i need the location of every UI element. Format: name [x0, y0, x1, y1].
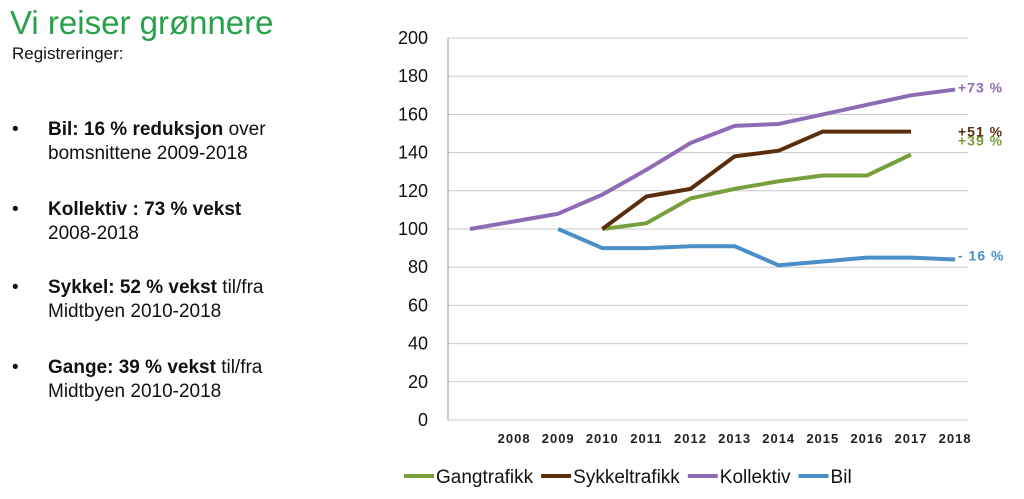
- bullet-bold: Sykkel: 52 % vekst: [48, 277, 218, 298]
- bullet-body: Kollektiv : 73 % vekst 2008-2018: [48, 198, 362, 246]
- y-tick-label: 40: [408, 334, 428, 354]
- bullet-bold: Bil: 16 % reduksjon: [48, 119, 224, 140]
- x-tick-label: 2008: [498, 431, 531, 446]
- y-tick-label: 160: [398, 104, 428, 124]
- x-tick-label: 2015: [806, 431, 839, 446]
- x-tick-label: 2018: [939, 431, 972, 446]
- bullet-bold: Gange: 39 % vekst: [48, 357, 216, 378]
- y-tick-label: 140: [398, 143, 428, 163]
- bullet-dot: •: [12, 357, 19, 378]
- series-annotation: +73 %: [958, 80, 1003, 96]
- y-tick-label: 60: [408, 295, 428, 315]
- bullet-line: Bil: 16 % reduksjon over: [48, 118, 362, 142]
- bullet: • Bil: 16 % reduksjon over bomsnittene 200…: [12, 118, 362, 166]
- bullet-bold: Kollektiv : 73 % vekst: [48, 199, 242, 220]
- series-annotation: +51 %: [958, 124, 1003, 140]
- series-line: [601, 129, 911, 231]
- legend-label: Gangtrafikk: [436, 467, 534, 488]
- bullet-dot: •: [12, 199, 19, 220]
- bullet-line2: Midtbyen 2010-2018: [48, 381, 222, 402]
- bullet: • Sykkel: 52 % vekst til/fra Midtbyen 2010…: [12, 276, 362, 324]
- x-tick-label: 2013: [718, 431, 751, 446]
- x-tick-label: 2016: [850, 431, 883, 446]
- y-tick-label: 20: [408, 372, 428, 392]
- x-tick-label: 2010: [586, 431, 619, 446]
- bullet-line: Gange: 39 % vekst til/fra: [48, 356, 362, 380]
- bullet-line: Kollektiv : 73 % vekst: [48, 198, 362, 222]
- bullet-dot: •: [12, 119, 19, 140]
- legend-item: Bil: [798, 467, 852, 488]
- bullet-line2: bomsnittene 2009-2018: [48, 143, 248, 164]
- x-tick-label: 2009: [542, 431, 575, 446]
- bullet: • Kollektiv : 73 % vekst 2008-2018: [12, 198, 362, 246]
- bullet-line2: 2008-2018: [48, 223, 139, 244]
- y-tick-label: 180: [398, 66, 428, 86]
- bullet-body: Gange: 39 % vekst til/fra Midtbyen 2010-2…: [48, 356, 362, 404]
- y-tick-label: 200: [398, 28, 428, 48]
- series-annotation: - 16 %: [958, 248, 1004, 264]
- bullet: • Gange: 39 % vekst til/fra Midtbyen 2010-…: [12, 356, 362, 404]
- bullet-text: til/fra: [222, 277, 264, 298]
- legend-label: Bil: [831, 467, 852, 488]
- bullet-body: Sykkel: 52 % vekst til/fra Midtbyen 2010-…: [48, 276, 362, 324]
- y-tick-label: 100: [398, 219, 428, 239]
- x-tick-label: 2014: [762, 431, 795, 446]
- bullet-text: til/fra: [221, 357, 263, 378]
- title: Vi reiser grønnere: [10, 4, 274, 41]
- legend-label: Kollektiv: [720, 467, 791, 488]
- x-tick-label: 2017: [895, 431, 928, 446]
- series-line: [602, 152, 912, 231]
- legend-item: Sykkeltrafikk: [541, 467, 680, 488]
- bullet-line: Sykkel: 52 % vekst til/fra: [48, 276, 362, 300]
- subtitle: Registreringer:: [12, 44, 124, 63]
- series-line: [557, 227, 956, 268]
- bullet-text: over: [228, 119, 266, 140]
- bullet-line2: Midtbyen 2010-2018: [48, 301, 222, 322]
- bullet-body: Bil: 16 % reduksjon over bomsnittene 2009…: [48, 118, 362, 166]
- x-tick-label: 2011: [630, 431, 662, 446]
- y-tick-label: 80: [408, 257, 428, 277]
- bullet-dot: •: [12, 277, 19, 298]
- series-line: [469, 87, 956, 231]
- x-tick-label: 2012: [674, 431, 707, 446]
- y-tick-label: 0: [418, 410, 428, 430]
- legend-item: Gangtrafikk: [404, 467, 534, 488]
- series-annotation: +39 %: [958, 133, 1003, 149]
- legend-item: Kollektiv: [687, 467, 791, 488]
- legend-label: Sykkeltrafikk: [573, 467, 680, 488]
- y-tick-label: 120: [398, 181, 428, 201]
